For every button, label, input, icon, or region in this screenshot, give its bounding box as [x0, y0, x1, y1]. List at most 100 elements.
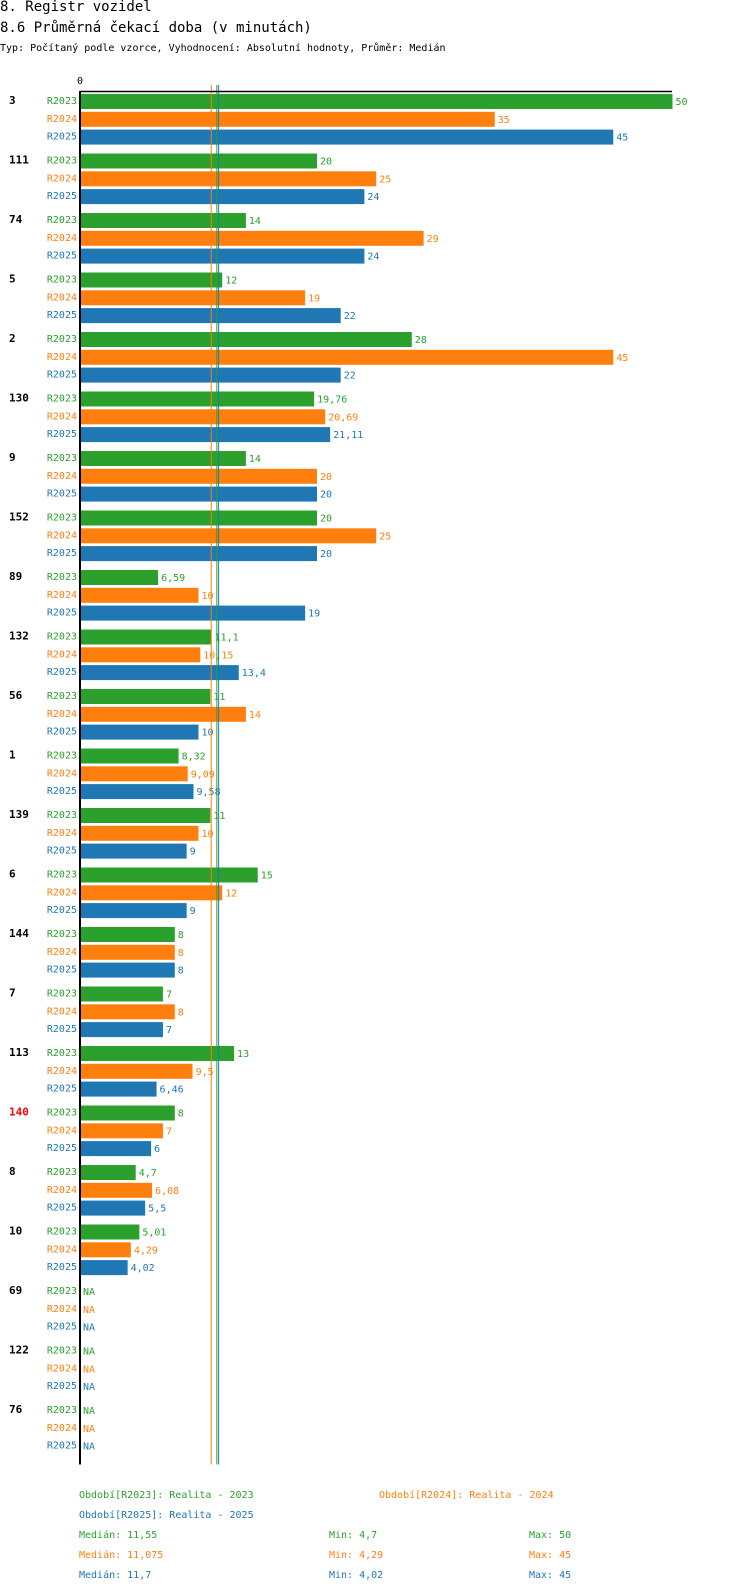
- category-label-144: 144: [9, 927, 29, 940]
- category-label-139: 139: [9, 808, 29, 821]
- category-label-2: 2: [9, 332, 16, 345]
- series-label-R2024: R2024: [47, 292, 77, 303]
- series-label-R2023: R2023: [47, 513, 77, 524]
- bar-1-R2023: [80, 748, 179, 764]
- series-label-R2024: R2024: [47, 233, 77, 244]
- series-label-R2023: R2023: [47, 870, 77, 881]
- series-label-R2023: R2023: [47, 1227, 77, 1238]
- value-label-10-R2024: 4,29: [134, 1245, 158, 1256]
- bar-140-R2024: [80, 1123, 163, 1139]
- bar-140-R2025: [80, 1141, 152, 1157]
- value-label-6-R2025: 9: [190, 906, 196, 917]
- bar-130-R2025: [80, 427, 331, 443]
- bar-74-R2023: [80, 213, 246, 228]
- series-label-R2025: R2025: [47, 429, 77, 440]
- value-label-56-R2023: 11: [213, 692, 225, 703]
- value-label-152-R2023: 20: [320, 514, 332, 525]
- value-label-56-R2025: 10: [202, 728, 214, 739]
- bar-130-R2023: [80, 391, 315, 407]
- bar-1-R2024: [80, 766, 188, 782]
- bar-7-R2023: [80, 986, 163, 1002]
- chart-title: 8.6 Průměrná čekací doba (v minutách): [0, 20, 312, 36]
- series-label-R2024: R2024: [47, 887, 77, 898]
- series-label-R2023: R2023: [47, 989, 77, 1000]
- bar-74-R2025: [80, 248, 365, 264]
- category-label-7: 7: [9, 987, 16, 1000]
- series-label-R2025: R2025: [47, 786, 77, 797]
- category-label-69: 69: [9, 1284, 22, 1297]
- series-label-R2025: R2025: [47, 965, 77, 976]
- value-label-74-R2024: 29: [427, 234, 439, 245]
- category-label-10: 10: [9, 1225, 22, 1238]
- value-label-140-R2025: 6: [154, 1144, 160, 1155]
- series-label-R2023: R2023: [47, 334, 77, 345]
- series-label-R2024: R2024: [47, 471, 77, 482]
- series-label-R2025: R2025: [47, 1024, 77, 1035]
- bar-6-R2024: [80, 885, 223, 901]
- series-label-R2023: R2023: [47, 1108, 77, 1119]
- value-label-2-R2024: 45: [616, 353, 628, 364]
- value-label-1-R2025: 9,58: [197, 787, 221, 798]
- value-label-144-R2025: 8: [178, 966, 184, 977]
- series-label-R2024: R2024: [47, 709, 77, 720]
- bar-9-R2025: [80, 486, 317, 502]
- bar-89-R2025: [80, 605, 306, 621]
- bar-113-R2025: [80, 1081, 157, 1097]
- bar-10-R2024: [80, 1242, 131, 1258]
- series-label-R2025: R2025: [47, 608, 77, 619]
- value-label-122-R2024: NA: [83, 1364, 95, 1375]
- category-label-122: 122: [9, 1344, 29, 1357]
- bar-8-R2025: [80, 1200, 146, 1216]
- bar-10-R2025: [80, 1260, 128, 1276]
- legend-min-r2025: Min: 4,02: [329, 1570, 384, 1581]
- category-label-3: 3: [9, 94, 16, 107]
- bar-89-R2023: [80, 570, 159, 585]
- value-label-140-R2024: 7: [166, 1126, 172, 1137]
- value-label-5-R2023: 12: [225, 276, 237, 287]
- value-label-69-R2025: NA: [83, 1323, 95, 1334]
- bar-144-R2024: [80, 944, 175, 960]
- value-label-6-R2024: 12: [225, 888, 237, 899]
- value-label-113-R2024: 9,5: [196, 1067, 214, 1078]
- series-label-R2025: R2025: [47, 1084, 77, 1095]
- series-label-R2023: R2023: [47, 1167, 77, 1178]
- category-label-1: 1: [9, 749, 16, 762]
- bar-56-R2024: [80, 706, 246, 722]
- series-label-R2025: R2025: [47, 1262, 77, 1273]
- series-label-R2025: R2025: [47, 667, 77, 678]
- series-label-R2024: R2024: [47, 590, 77, 601]
- category-label-8: 8: [9, 1165, 16, 1178]
- series-label-R2024: R2024: [47, 947, 77, 958]
- series-label-R2024: R2024: [47, 768, 77, 779]
- series-label-R2025: R2025: [47, 370, 77, 381]
- value-label-7-R2024: 8: [178, 1007, 184, 1018]
- series-label-R2023: R2023: [47, 1286, 77, 1297]
- value-label-6-R2023: 15: [261, 871, 273, 882]
- value-label-132-R2025: 13,4: [242, 668, 266, 679]
- bar-140-R2023: [80, 1105, 175, 1121]
- bar-113-R2023: [80, 1046, 235, 1061]
- value-label-76-R2025: NA: [83, 1442, 95, 1453]
- series-label-R2025: R2025: [47, 548, 77, 559]
- category-label-111: 111: [9, 154, 29, 167]
- series-label-R2025: R2025: [47, 489, 77, 500]
- value-label-76-R2023: NA: [83, 1406, 95, 1417]
- series-label-R2025: R2025: [47, 1381, 77, 1392]
- series-label-R2023: R2023: [47, 1405, 77, 1416]
- series-label-R2024: R2024: [47, 411, 77, 422]
- value-label-144-R2023: 8: [178, 930, 184, 941]
- category-label-113: 113: [9, 1046, 29, 1059]
- value-label-113-R2023: 13: [237, 1049, 249, 1060]
- series-label-R2024: R2024: [47, 352, 77, 363]
- series-label-R2023: R2023: [47, 810, 77, 821]
- legend-max-r2024: Max: 45: [529, 1550, 572, 1561]
- value-label-111-R2023: 20: [320, 157, 332, 168]
- value-label-1-R2023: 8,32: [182, 752, 206, 763]
- value-label-74-R2023: 14: [249, 216, 261, 227]
- legend-min-r2023: Min: 4,7: [329, 1530, 378, 1541]
- bar-8-R2024: [80, 1182, 153, 1198]
- series-label-R2023: R2023: [47, 156, 77, 167]
- series-label-R2023: R2023: [47, 572, 77, 583]
- series-label-R2024: R2024: [47, 828, 77, 839]
